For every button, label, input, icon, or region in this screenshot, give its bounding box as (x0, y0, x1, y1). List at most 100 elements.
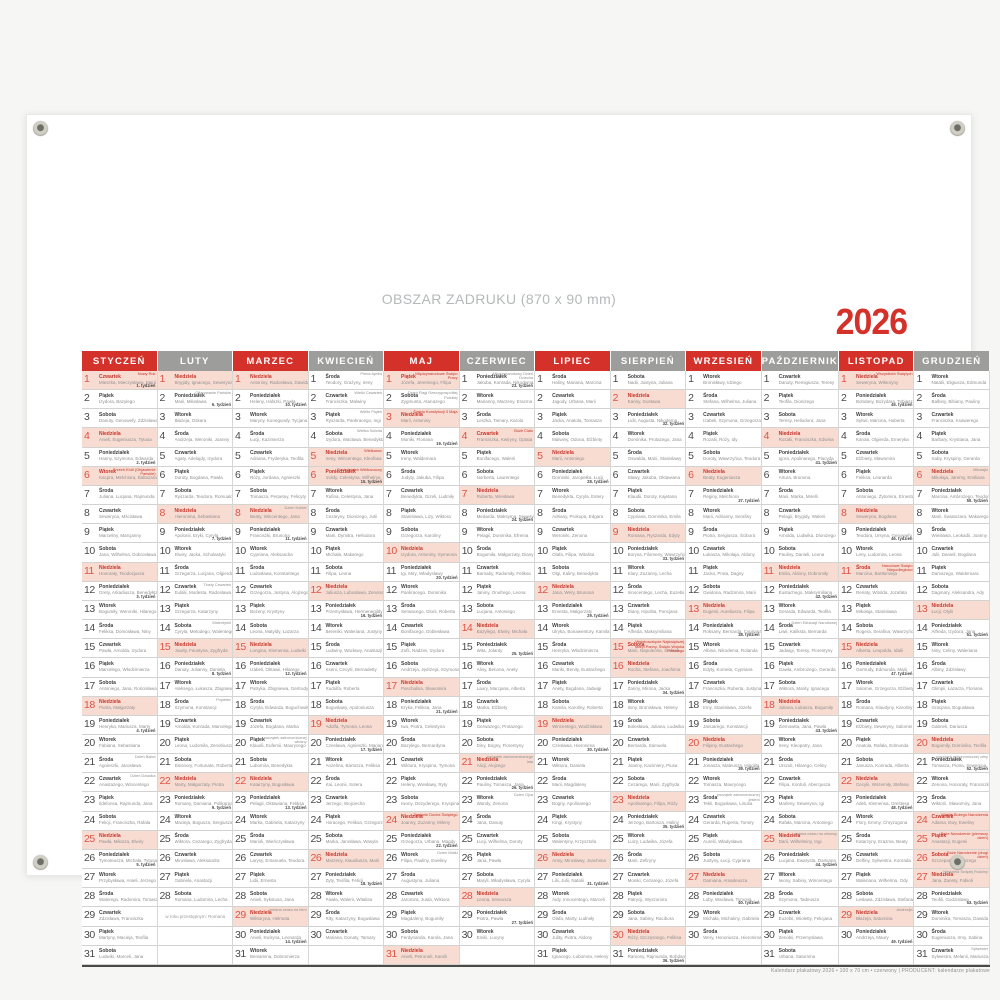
weekday-name: Niedziela (250, 909, 272, 916)
day-cell-1-23: 23 Piątek Ildefonsa, Rajmunda, Jana (82, 792, 158, 812)
day-number: 6 (688, 468, 694, 481)
day-body: Środa Wiesława, Leokadii, Joanny (931, 527, 989, 538)
day-body: Czwartek Franciszka, Roberta, Justyna (703, 680, 761, 691)
weekday-name: Środa (931, 392, 946, 399)
day-cell-8-15: 15 Sobota Marii, Napoleona, Stefana Wniebow… (610, 639, 687, 659)
day-cell-8-31: 31 Poniedziałek Ramony, Rajmunda, Bohdana 3… (610, 945, 687, 965)
day-body: Poniedziałek Luby, Wacława, Tymona (703, 891, 761, 902)
day-cell-8-10: 10 Poniedziałek Borysa, Filomeny, Wawrzyńc… (610, 543, 687, 563)
day-number: 23 (916, 794, 928, 807)
name-days: Mikołaja, Jaremy, Emiliana (931, 475, 985, 481)
name-days: Zyty, Teofila, Felicji (325, 877, 364, 883)
day-cell-4-17: 17 Piątek Rudolfa, Roberta (308, 677, 385, 697)
name-days: Aidy, Innocentego, Marceli (552, 896, 605, 902)
day-cell-4-3: 3 Piątek Ryszarda, Pankracego, Ingi Wielki … (308, 409, 385, 429)
day-number: 14 (537, 622, 548, 635)
name-days: Teresy, Heliodora, Jana (778, 417, 826, 423)
name-days: Katarzyny, Erazma, Beaty (855, 839, 908, 845)
weekday-name: Poniedziałek (627, 545, 658, 552)
day-cell-7-27: 27 Poniedziałek Lilii, Julii, Natalii 31. t… (535, 869, 611, 889)
day-cell-5-17: 17 Niedziela Paschalisa, Sławomira (384, 677, 460, 697)
day-cell-5-8: 8 Piątek Stanisława, Lizy, Wiktora (384, 505, 460, 525)
weekday-name: Sobota (931, 718, 949, 725)
name-days: Franciszki, Brunona (250, 532, 290, 538)
weekday-name: Piątek (703, 833, 718, 840)
day-body: Sobota Felicji, Franciszka, Rafała (99, 814, 157, 825)
day-number: 13 (840, 602, 852, 615)
day-cell-7-20: 20 Poniedziałek Czesława, Hieronima 30. tyd… (535, 734, 611, 755)
weekday-name: Czwartek (552, 794, 575, 801)
weekday-name: Niedziela (174, 373, 197, 380)
day-cell-1-18: 18 Niedziela Piotra, Małgorzaty (82, 696, 158, 716)
day-cell-6-18: 18 Czwartek Marka, Elżbiety (459, 696, 536, 716)
day-cell-7-3: 3 Piątek Jacka, Anatola, Tomasza (535, 409, 611, 429)
day-cell-2-14: 14 Sobota Cyryla, Metodego, Walentego Walen… (157, 620, 234, 640)
day-cell-7-24: 24 Piątek Kingi, Krystyny (535, 811, 611, 831)
day-cell-2-10: 10 Wtorek Elwiry, Jacka, Scholastyki (157, 543, 234, 563)
holiday-label: Wielka Sobota (356, 428, 383, 434)
day-number: 10 (235, 545, 246, 558)
day-number: 25 (537, 832, 548, 845)
weekday-name: Poniedziałek (401, 833, 432, 840)
day-number: 8 (461, 507, 468, 520)
day-number: 26 (461, 851, 473, 864)
name-days: Jana, Wery, Brunona (552, 590, 594, 596)
weekday-name: Poniedziałek (627, 680, 658, 686)
day-body: Czwartek Adama, Ewy, Eweliny (931, 814, 989, 825)
day-number: 11 (310, 564, 321, 577)
day-number: 9 (688, 526, 694, 539)
day-cell-4-27: 27 Poniedziałek Zyty, Teofila, Felicji 18. … (308, 869, 385, 889)
day-body: Wtorek Iwa, Piotra, Celestyna (401, 718, 459, 729)
day-number: 27 (688, 871, 699, 884)
name-days: Emila, Aldony, Dobromiły (778, 571, 829, 577)
month-column-7: LIPIEC 1 Środa Haliny, Mariana, Marcina 2 Czw… (535, 351, 611, 965)
day-number: 2 (310, 392, 317, 405)
day-number: 17 (159, 679, 171, 692)
weekday-name: Poniedziałek (99, 718, 130, 725)
day-cell-10-11: 11 Niedziela Emila, Aldony, Dobromiły (761, 562, 839, 582)
day-body: Czwartek Józefa, Bogdana, Marka (250, 718, 308, 729)
week-number-label: 19. tydzień (436, 440, 458, 446)
day-number: 24 (159, 813, 171, 826)
day-number: 22 (310, 775, 322, 788)
day-cell-1-19: 19 Poniedziałek Henryka, Mariusza, Marty 4.… (82, 715, 158, 735)
holiday-label: Sylwester (971, 945, 988, 951)
name-days: Benedykta, Cyryla, Estery (552, 494, 604, 500)
weekday-name: Poniedziałek (855, 392, 887, 399)
weekday-name: Niedziela (778, 833, 801, 840)
day-number: 23 (688, 794, 699, 807)
day-number: 13 (159, 602, 171, 615)
day-cell-11-16: 16 Poniedziałek Gertrudy, Edmunda, Marii 47… (838, 658, 915, 678)
day-body: Środa Haliny, Mariana, Marcina (552, 374, 610, 385)
name-days: Weroniki, Zenona (552, 532, 588, 538)
day-cell-12-23: 23 Środa Wiktorii, Sławomiry, Jana (914, 792, 990, 812)
weekday-name: Sobota (325, 430, 343, 437)
weekday-name: Czwartek (778, 775, 801, 782)
day-cell-12-27: 27 Niedziela Jana, Żanety, Fabioli Niedziel… (914, 869, 990, 889)
holiday-label: Międzynarodowy Dzień Dziecka (492, 371, 534, 381)
name-days: Tomasza, Perpetuy, Felicyty (250, 494, 306, 500)
day-body: Wtorek Flory, Emmy, Chryzogona (856, 814, 914, 825)
day-number: 16 (159, 660, 171, 673)
day-cell-6-23: 23 Wtorek Wandy, Zenona Dzień Ojca (459, 792, 536, 812)
day-number: 28 (763, 890, 775, 903)
day-body: Poniedziałek Alfreda, Izydora, Jana (931, 623, 989, 634)
day-cell-12-12: 12 Sobota Dagmary, Aleksandra, Ady (914, 581, 990, 601)
weekday-name: Środa (931, 794, 946, 801)
day-body: Poniedziałek Czesława, Hieronima (552, 737, 610, 748)
name-days: Filipa, Pauliny, Eweliny (401, 858, 447, 864)
month-column-2: LUTY 1 Niedziela Brygidy, Ignacego, Seweryn… (157, 351, 234, 965)
day-number: 27 (235, 871, 246, 884)
week-number-label: 33. tydzień (662, 555, 685, 561)
day-cell-9-18: 18 Piątek Irmy, Stanisława, Józefa (686, 696, 762, 716)
day-body: Niedziela Alicji, Alojzego (477, 757, 535, 768)
month-column-8: SIERPIEŃ 1 Sobota Nadii, Justyna, Juliana 2 N… (610, 351, 687, 965)
weekday-name: Czwartek (325, 794, 348, 801)
name-days: Moniki, Cezarego, Józefa (627, 877, 679, 883)
day-number: 19 (763, 717, 775, 730)
day-number: 3 (235, 411, 241, 424)
name-days: Macieja, Bogusza, Sergiusza (174, 820, 233, 826)
day-body: Wtorek Leny, Ludomira, Leona (856, 546, 914, 557)
weekday-name: Środa (552, 909, 567, 916)
day-number: 25 (386, 832, 397, 845)
